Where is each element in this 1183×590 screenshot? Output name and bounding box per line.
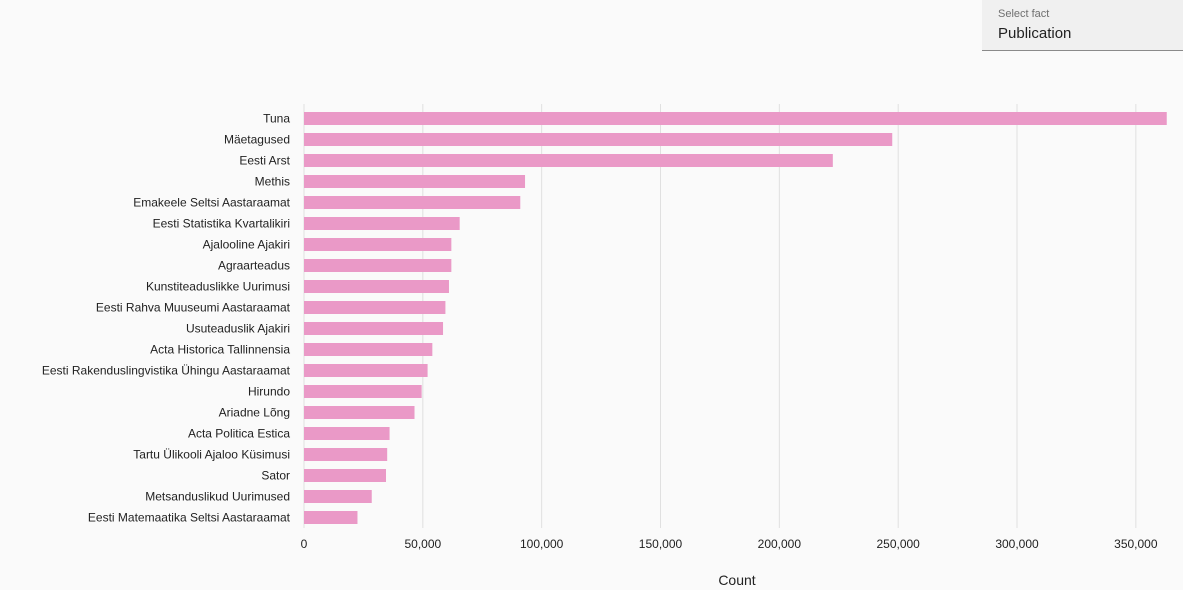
x-tick-label: 0: [301, 537, 308, 551]
category-label: Hirundo: [248, 385, 290, 399]
category-label: Mäetagused: [224, 133, 290, 147]
category-label: Eesti Rakenduslingvistika Ühingu Aastara…: [42, 364, 291, 378]
bar[interactable]: [304, 427, 390, 440]
category-label: Metsanduslikud Uurimused: [145, 490, 290, 504]
select-fact-value: Publication: [998, 25, 1072, 42]
bars: [304, 112, 1167, 524]
category-labels: Tuna Mäetagused Eesti Arst Methis Emakeele S…: [42, 112, 291, 525]
bar[interactable]: [304, 301, 446, 314]
x-axis-title: Count: [718, 572, 755, 588]
bar[interactable]: [304, 217, 460, 230]
bar[interactable]: [304, 448, 388, 461]
grid-lines: [303, 104, 1137, 528]
select-fact-dropdown[interactable]: Select fact Publication: [982, 0, 1183, 51]
bar[interactable]: [304, 343, 433, 356]
x-tick-label: 300,000: [995, 537, 1039, 551]
category-label: Ariadne Lõng: [219, 406, 290, 420]
bar[interactable]: [304, 406, 415, 419]
bar[interactable]: [304, 175, 526, 188]
bar[interactable]: [304, 259, 452, 272]
category-label: Tuna: [263, 112, 290, 126]
select-fact-label: Select fact: [998, 8, 1050, 20]
category-label: Methis: [255, 175, 290, 189]
category-label: Kunstiteaduslikke Uurimusi: [146, 280, 290, 294]
category-label: Acta Politica Estica: [188, 427, 290, 441]
x-tick-label: 200,000: [758, 537, 802, 551]
bar[interactable]: [304, 322, 444, 335]
category-label: Emakeele Seltsi Aastaraamat: [133, 196, 290, 210]
category-label: Eesti Rahva Muuseumi Aastaraamat: [96, 301, 291, 315]
category-label: Acta Historica Tallinnensia: [150, 343, 290, 357]
x-tick-label: 150,000: [639, 537, 683, 551]
bar[interactable]: [304, 112, 1167, 125]
x-tick-label: 350,000: [1114, 537, 1158, 551]
bar[interactable]: [304, 238, 452, 251]
bar[interactable]: [304, 133, 893, 146]
category-label: Eesti Arst: [239, 154, 290, 168]
category-label: Sator: [261, 469, 290, 483]
x-tick-label: 250,000: [876, 537, 920, 551]
bar[interactable]: [304, 490, 372, 503]
category-label: Tartu Ülikooli Ajaloo Küsimusi: [133, 448, 290, 462]
bar[interactable]: [304, 196, 521, 209]
category-label: Agraarteadus: [218, 259, 290, 273]
bar[interactable]: [304, 385, 422, 398]
bar[interactable]: [304, 364, 428, 377]
category-label: Usuteaduslik Ajakiri: [186, 322, 290, 336]
x-tick-label: 100,000: [520, 537, 564, 551]
bar[interactable]: [304, 154, 833, 167]
x-tick-label: 50,000: [404, 537, 441, 551]
bar[interactable]: [304, 280, 449, 293]
category-label: Eesti Matemaatika Seltsi Aastaraamat: [88, 511, 291, 525]
category-label: Eesti Statistika Kvartalikiri: [153, 217, 290, 231]
bar[interactable]: [304, 469, 386, 482]
x-axis-ticks: 0 50,000 100,000 150,000 200,000 250,000 300,0…: [301, 537, 1158, 551]
bar[interactable]: [304, 511, 358, 524]
category-label: Ajalooline Ajakiri: [203, 238, 290, 252]
